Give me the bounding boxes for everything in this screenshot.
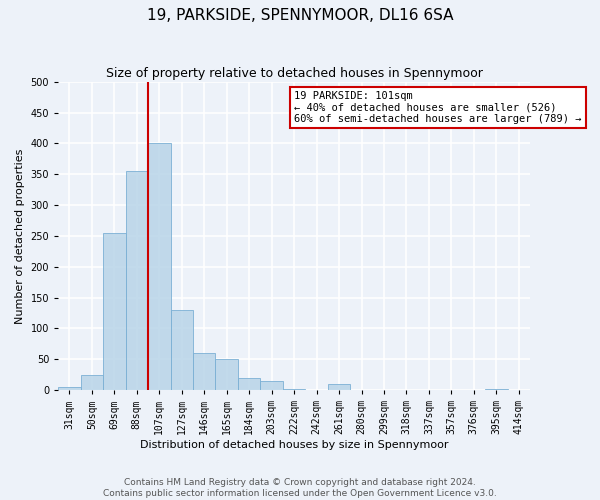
Bar bbox=[328, 384, 350, 390]
Text: 19 PARKSIDE: 101sqm
← 40% of detached houses are smaller (526)
60% of semi-detac: 19 PARKSIDE: 101sqm ← 40% of detached ho… bbox=[294, 91, 581, 124]
Bar bbox=[80, 374, 103, 390]
Title: Size of property relative to detached houses in Spennymoor: Size of property relative to detached ho… bbox=[106, 68, 482, 80]
Y-axis label: Number of detached properties: Number of detached properties bbox=[15, 148, 25, 324]
Bar bbox=[283, 389, 305, 390]
Bar bbox=[103, 233, 125, 390]
Text: Contains HM Land Registry data © Crown copyright and database right 2024.
Contai: Contains HM Land Registry data © Crown c… bbox=[103, 478, 497, 498]
Bar bbox=[193, 353, 215, 390]
Bar bbox=[125, 171, 148, 390]
Bar bbox=[170, 310, 193, 390]
Bar bbox=[58, 387, 80, 390]
Text: 19, PARKSIDE, SPENNYMOOR, DL16 6SA: 19, PARKSIDE, SPENNYMOOR, DL16 6SA bbox=[147, 8, 453, 22]
Bar bbox=[148, 144, 170, 390]
Bar bbox=[215, 360, 238, 390]
Bar bbox=[238, 378, 260, 390]
Bar bbox=[260, 381, 283, 390]
X-axis label: Distribution of detached houses by size in Spennymoor: Distribution of detached houses by size … bbox=[140, 440, 448, 450]
Bar bbox=[485, 389, 508, 390]
